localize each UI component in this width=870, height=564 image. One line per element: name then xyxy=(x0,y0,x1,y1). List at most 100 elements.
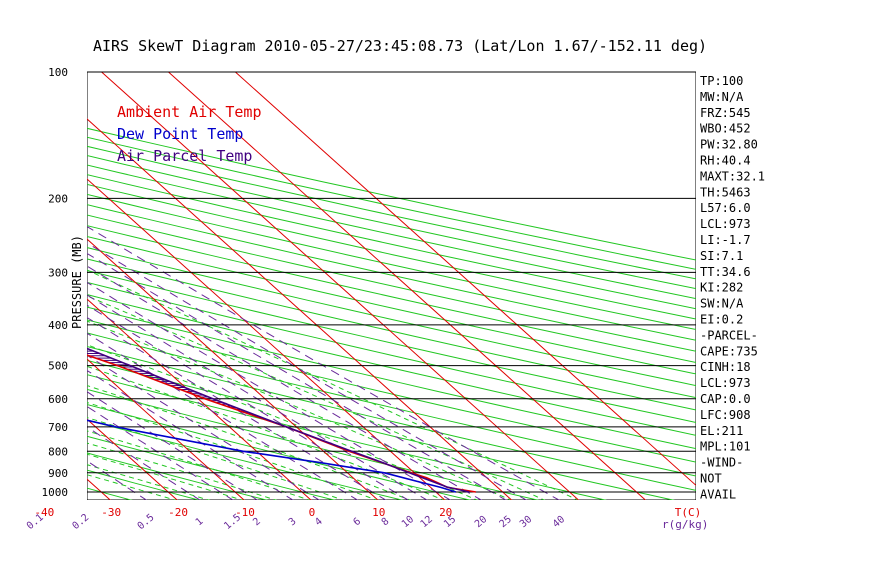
mixing-ratio-tick-label: 1 xyxy=(194,516,206,528)
sounding-series xyxy=(87,347,477,493)
mixing-ratio-tick-label: 3 xyxy=(287,516,299,528)
index-label: -PARCEL- xyxy=(700,328,758,342)
isobar-lines xyxy=(87,71,696,493)
bottom-temp-tick-label: 0 xyxy=(309,506,316,519)
dry-adiabat-line xyxy=(87,306,696,450)
mixing-ratio-tick-label: 40 xyxy=(551,514,567,530)
dry-adiabat-line xyxy=(87,235,696,375)
index-label: TH:5463 xyxy=(700,185,751,199)
pressure-tick-label: 200 xyxy=(48,192,68,205)
mixing-ratio-tick-label: 4 xyxy=(313,516,325,528)
mixing-ratio-tick-label: 30 xyxy=(518,514,534,530)
dry-adiabat-line xyxy=(87,319,696,463)
mixing-ratio-tick-label: 0.2 xyxy=(70,512,91,532)
moist-adiabat-line xyxy=(87,453,244,500)
index-label: LCL:973 xyxy=(700,217,751,231)
isotherm-line xyxy=(87,298,312,500)
mixing-ratio-tick-label: 20 xyxy=(473,514,489,530)
isotherm-line xyxy=(100,72,580,500)
dry-adiabat-line xyxy=(87,225,696,363)
mixing-ratio-line xyxy=(87,225,561,500)
index-label: WBO:452 xyxy=(700,122,751,136)
series-line-dew-point-temp xyxy=(87,419,457,493)
moist-adiabat-line xyxy=(87,269,579,500)
index-label: CINH:18 xyxy=(700,360,751,374)
isotherm-line xyxy=(0,63,44,501)
index-label: TP:100 xyxy=(700,74,743,88)
x-axis-label: T(C) xyxy=(675,506,702,519)
dry-adiabat-line xyxy=(87,270,696,411)
index-label: MPL:101 xyxy=(700,440,751,454)
mixing-ratio-line xyxy=(0,63,37,501)
index-label: EL:211 xyxy=(700,424,743,438)
isotherm-line xyxy=(87,238,379,500)
index-label: MW:N/A xyxy=(700,90,744,104)
mixing-ratio-line xyxy=(87,294,428,500)
dry-adiabat-line xyxy=(87,247,696,387)
bottom-temp-tick-label: 10 xyxy=(372,506,385,519)
pressure-tick-label: 1000 xyxy=(42,486,69,499)
pressure-tick-label: 100 xyxy=(48,66,68,79)
pressure-tick-label: 800 xyxy=(48,445,68,458)
series-line-ambient-air-temp xyxy=(87,354,477,493)
index-label: PW:32.80 xyxy=(700,138,758,152)
isotherm-line xyxy=(87,358,245,500)
index-label: NOT xyxy=(700,472,722,486)
dry-adiabat-line xyxy=(87,164,696,300)
pressure-tick-label: 500 xyxy=(48,360,68,373)
mixing-ratio-tick-label: 0.5 xyxy=(136,512,157,532)
mixing-ratio-line xyxy=(87,281,452,500)
bottom-temp-tick-label: -30 xyxy=(101,506,121,519)
dry-adiabat-line xyxy=(87,419,404,500)
index-label: CAP:0.0 xyxy=(700,392,751,406)
series-line-air-parcel-temp xyxy=(87,347,470,493)
chart-title: AIRS SkewT Diagram 2010-05-27/23:45:08.7… xyxy=(93,37,707,55)
legend-entry: Dew Point Temp xyxy=(117,125,243,143)
index-label: TT:34.6 xyxy=(700,265,751,279)
pressure-tick-label: 700 xyxy=(48,421,68,434)
index-label: SW:N/A xyxy=(700,297,744,311)
index-label: LCL:973 xyxy=(700,376,751,390)
mixing-ratio-tick-label: 2 xyxy=(251,516,263,528)
mixing-ratio-tick-label: 25 xyxy=(498,514,514,530)
dry-adiabat-line xyxy=(87,183,696,320)
bottom-temp-tick-label: -40 xyxy=(34,506,54,519)
mixing-ratio-tick-label: 8 xyxy=(380,516,392,528)
dry-adiabat-line xyxy=(87,204,696,341)
mixing-ratio-line xyxy=(87,354,321,500)
mixing-ratio-line xyxy=(87,391,259,500)
index-label: AVAIL xyxy=(700,487,736,501)
dry-adiabat-line xyxy=(87,174,696,310)
chart-legend: Ambient Air Temp Dew Point Temp Air Parcel… xyxy=(117,103,262,165)
isotherm-line xyxy=(234,72,696,487)
isotherm-line xyxy=(87,418,178,500)
index-label: KI:282 xyxy=(700,281,743,295)
pressure-tick-label: 300 xyxy=(48,266,68,279)
dry-adiabat-line xyxy=(87,155,696,290)
moist-adiabat-line xyxy=(87,442,278,500)
mixing-ratio-line xyxy=(87,316,387,500)
index-label: MAXT:32.1 xyxy=(700,169,765,183)
mixing-ratio-line xyxy=(87,332,359,500)
dry-adiabat-line xyxy=(87,214,696,352)
index-label: -WIND- xyxy=(700,456,743,470)
index-label: EI:0.2 xyxy=(700,313,743,327)
mixing-ratio-tick-label: 6 xyxy=(351,516,363,528)
mixing-ratio-tick-label: 12 xyxy=(419,514,435,530)
legend-entry: Air Parcel Temp xyxy=(117,147,252,165)
index-label: L57:6.0 xyxy=(700,201,751,215)
pressure-tick-label: 900 xyxy=(48,467,68,480)
pressure-tick-label: 600 xyxy=(48,393,68,406)
dry-adiabat-line xyxy=(87,294,696,436)
legend-entry: Ambient Air Temp xyxy=(117,103,262,121)
index-label: SI:7.1 xyxy=(700,249,743,263)
isotherm-line xyxy=(87,478,111,500)
index-label: CAPE:735 xyxy=(700,344,758,358)
bottom-temp-tick-label: -10 xyxy=(235,506,255,519)
pressure-tick-label: 400 xyxy=(48,319,68,332)
stability-indices: TP:100 MW:N/A FRZ:545 WBO:452 PW:32.80 RH:40.… xyxy=(700,74,765,501)
dry-adiabat-line xyxy=(87,346,696,491)
dry-adiabat-line xyxy=(87,127,696,261)
